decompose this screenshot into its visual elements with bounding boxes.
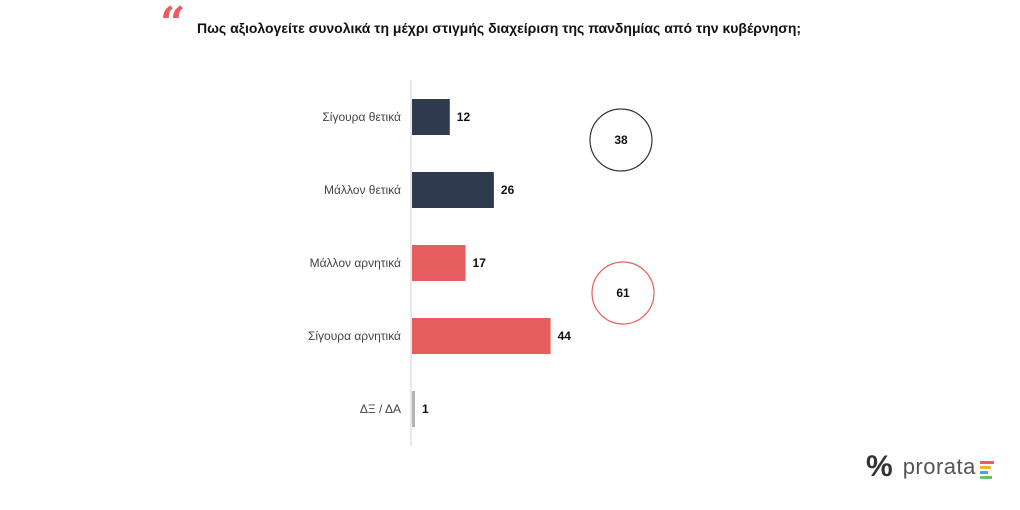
percent-icon: %	[866, 450, 893, 483]
total-label-positive: 38	[614, 133, 628, 147]
prorata-logo: % prorata	[866, 452, 994, 482]
category-label: Σίγουρα θετικά	[322, 110, 401, 124]
logo-bars-icon	[979, 461, 994, 479]
value-label: 26	[501, 183, 515, 197]
category-label: Μάλλον αρνητικά	[310, 256, 401, 270]
total-label-negative: 61	[616, 286, 630, 300]
category-label: Μάλλον θετικά	[324, 183, 401, 197]
bar-3	[412, 318, 551, 354]
logo-text: prorata	[902, 454, 976, 479]
total-circle-negative	[591, 261, 655, 325]
category-label: Σίγουρα αρνητικά	[308, 329, 401, 343]
bar-0	[412, 99, 450, 135]
bar-1	[412, 172, 494, 208]
bar-4	[412, 391, 415, 427]
total-circle-positive	[589, 108, 653, 172]
value-label: 1	[422, 402, 429, 416]
value-label: 12	[457, 110, 471, 124]
quote-mark-icon: “	[160, 0, 186, 49]
value-label: 17	[473, 256, 487, 270]
value-label: 44	[558, 329, 572, 343]
chart-title: Πως αξιολογείτε συνολικά τη μέχρι στιγμή…	[197, 20, 802, 36]
bar-2	[412, 245, 466, 281]
category-label: ΔΞ / ΔΑ	[360, 402, 401, 416]
